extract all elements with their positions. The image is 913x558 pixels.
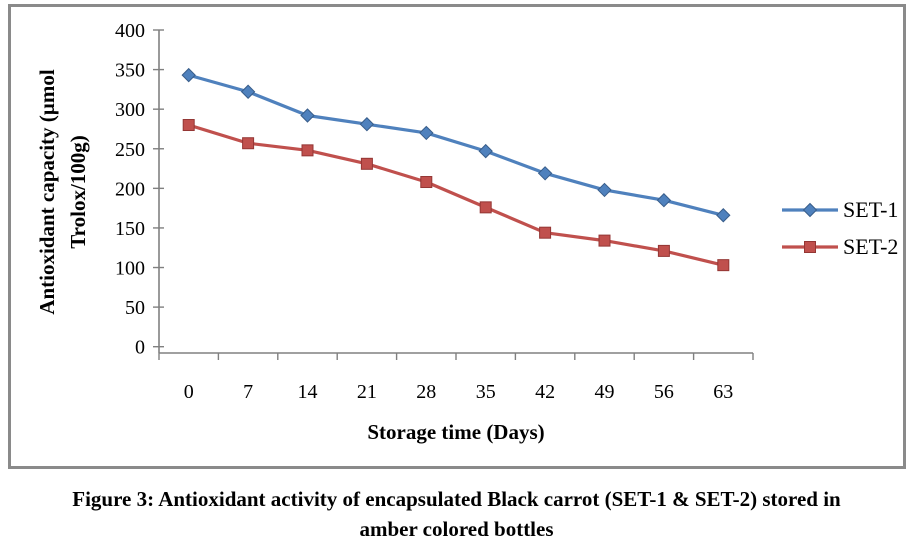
x-tick-label: 56 [654, 381, 674, 403]
y-tick-label: 300 [115, 99, 145, 121]
x-tick-label: 28 [416, 381, 436, 403]
legend-label-SET-1: SET-1 [843, 197, 899, 222]
series-line-SET-2 [188, 123, 724, 267]
data-point-marker-SET-1 [537, 166, 553, 181]
legend-marker-diamond-icon [782, 202, 838, 218]
caption-line-2: amber colored bottles [359, 517, 554, 541]
y-axis-title-line-1: Antioxidant capacity (µmol [35, 69, 59, 315]
data-point-marker-SET-1 [240, 84, 256, 99]
data-point-marker-SET-2 [598, 234, 611, 247]
data-point-marker-SET-1 [359, 117, 375, 132]
data-point-marker-SET-2 [479, 201, 492, 214]
legend: SET-1 SET-2 [782, 198, 898, 272]
data-point-marker-SET-2 [657, 244, 670, 257]
chart-area: 0 50 100 150 200 250 300 350 400 0 7 14 21 28 35 42 49 56… [8, 4, 906, 469]
data-point-marker-SET-1 [597, 182, 612, 198]
legend-marker-square-icon [782, 241, 838, 253]
data-point-marker-SET-1 [419, 125, 434, 141]
legend-item-SET-2: SET-2 [782, 235, 898, 259]
figure-caption: Figure 3: Antioxidant activity of encaps… [0, 484, 913, 544]
x-tick-label: 0 [184, 381, 194, 403]
legend-item-SET-1: SET-1 [782, 198, 898, 222]
data-point-marker-SET-2 [242, 137, 255, 150]
y-tick-label: 150 [115, 218, 145, 240]
data-point-marker-SET-2 [539, 226, 552, 239]
y-tick-label: 100 [115, 258, 145, 280]
x-tick-label: 21 [357, 381, 377, 403]
y-tick-label: 250 [115, 139, 145, 161]
y-tick-label: 0 [135, 337, 145, 359]
y-tick-label: 200 [115, 178, 145, 200]
x-axis-title: Storage time (Days) [367, 420, 545, 444]
data-point-marker-SET-1 [716, 208, 731, 223]
data-point-marker-SET-1 [181, 67, 196, 83]
series-line-SET-1 [188, 73, 724, 217]
x-tick-label: 49 [595, 381, 615, 403]
y-tick-label: 350 [115, 60, 145, 82]
data-point-marker-SET-2 [301, 144, 314, 157]
y-axis-title-line-2: Trolox/100g) [66, 135, 90, 249]
data-point-marker-SET-2 [717, 259, 730, 272]
data-point-marker-SET-2 [360, 157, 373, 170]
x-tick-label: 63 [713, 381, 733, 403]
data-point-marker-SET-1 [300, 108, 315, 123]
x-tick-label: 42 [535, 381, 555, 403]
y-axis-title: Antioxidant capacity (µmol Trolox/100g) [32, 22, 94, 362]
caption-line-1: Figure 3: Antioxidant activity of encaps… [72, 487, 841, 511]
data-point-marker-SET-1 [656, 193, 672, 208]
legend-label-SET-2: SET-2 [843, 234, 899, 259]
data-point-marker-SET-1 [478, 143, 493, 159]
y-tick-label: 400 [115, 20, 145, 42]
x-tick-label: 14 [298, 381, 318, 403]
x-tick-label: 7 [243, 381, 253, 403]
x-tick-label: 35 [476, 381, 496, 403]
data-point-marker-SET-2 [420, 176, 433, 189]
data-point-marker-SET-2 [182, 119, 195, 132]
plot-canvas: 0 50 100 150 200 250 300 350 400 0 7 14 21 28 35 42 49 56… [115, 20, 754, 403]
y-tick-label: 50 [125, 297, 145, 319]
